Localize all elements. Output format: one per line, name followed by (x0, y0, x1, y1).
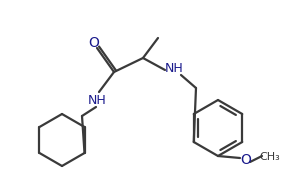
Text: CH₃: CH₃ (260, 152, 280, 162)
Text: O: O (241, 153, 251, 167)
Text: NH: NH (165, 62, 183, 74)
Text: O: O (89, 36, 99, 50)
Text: NH: NH (88, 94, 106, 107)
